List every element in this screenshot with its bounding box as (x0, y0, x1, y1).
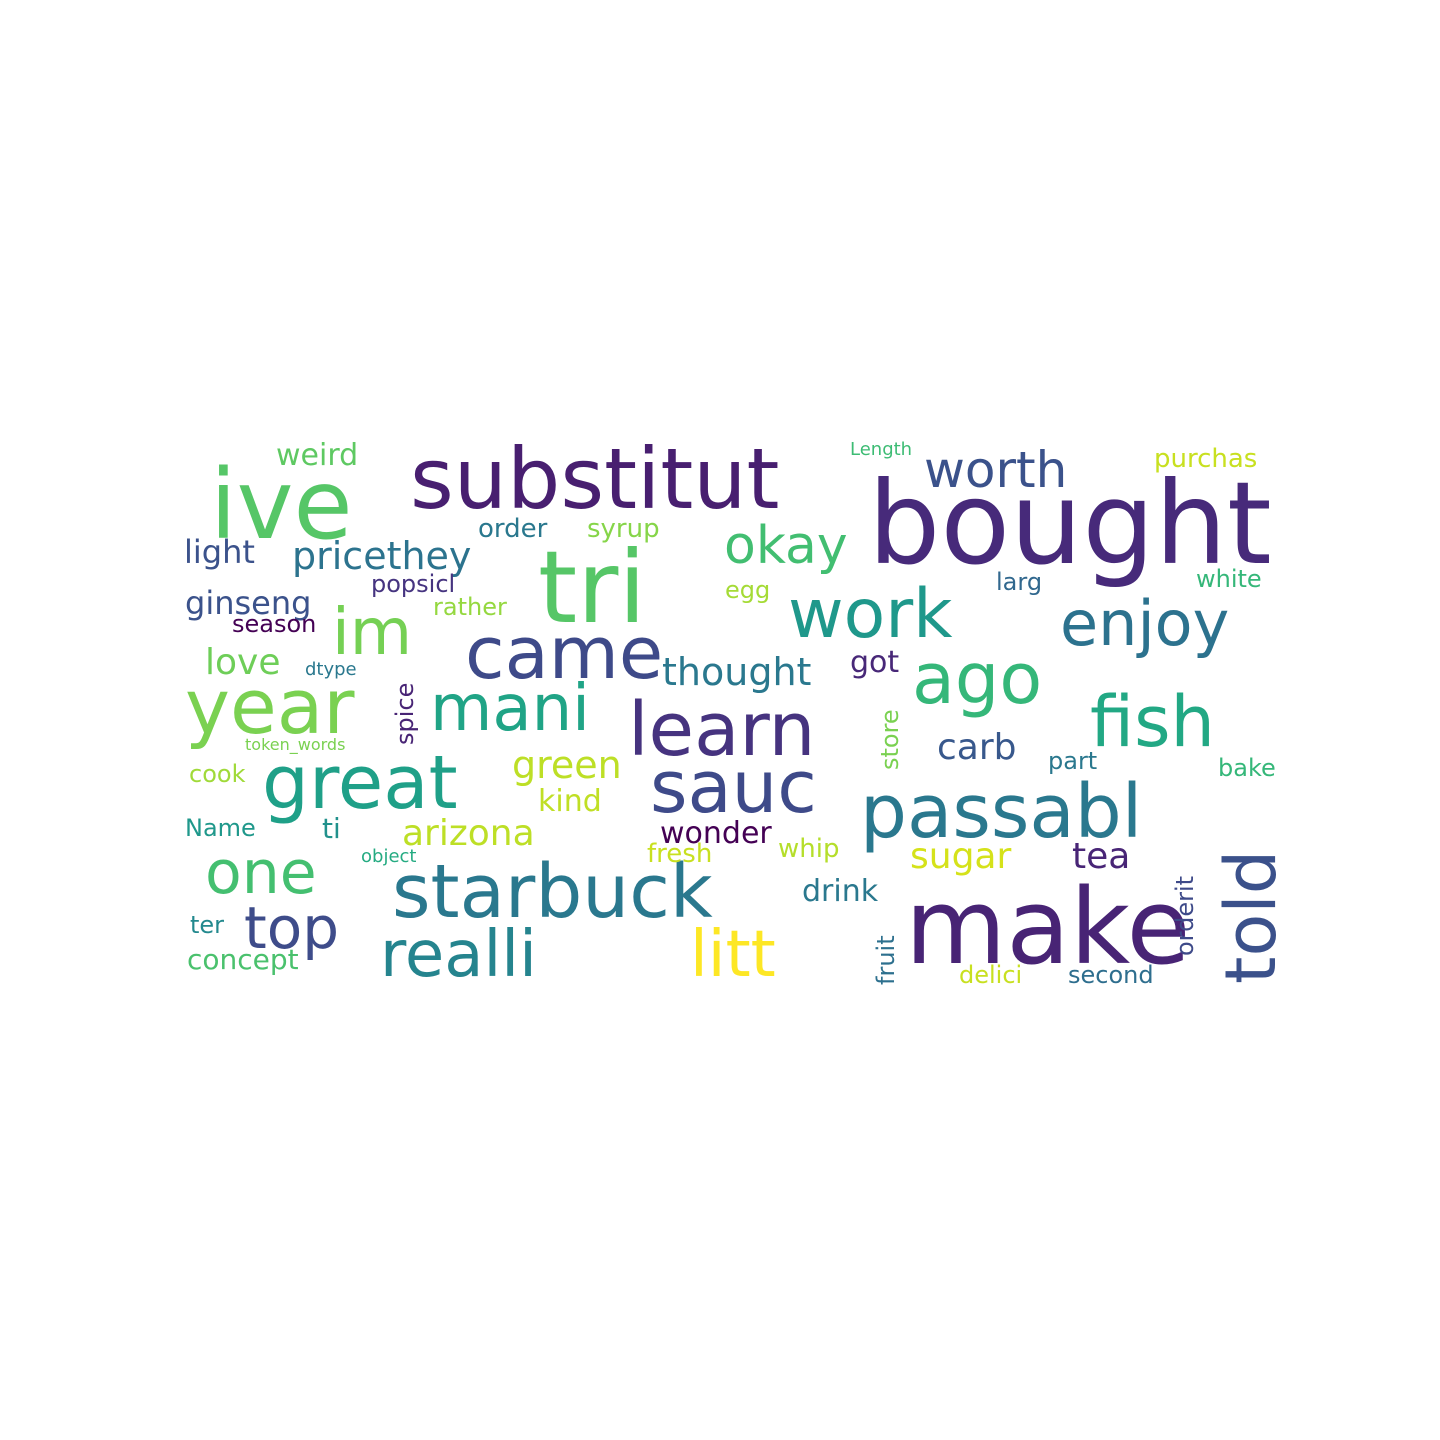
word-im: im (332, 596, 412, 670)
word-great: great (262, 740, 458, 826)
word-mani: mani (430, 672, 590, 746)
word-kind: kind (538, 784, 602, 819)
word-light: light (184, 533, 255, 571)
word-bake: bake (1218, 754, 1276, 782)
word-got: got (850, 645, 899, 680)
word-ginseng: ginseng (185, 584, 311, 622)
word-name: Name (185, 814, 256, 842)
word-fruit: fruit (872, 935, 900, 985)
word-fresh: fresh (647, 839, 712, 869)
word-delici: delici (959, 961, 1022, 989)
word-syrup: syrup (587, 514, 660, 544)
word-season: season (232, 610, 316, 638)
word-sugar: sugar (910, 836, 1011, 877)
word-order: order (478, 514, 548, 544)
word-whip: whip (778, 834, 839, 864)
word-wonder: wonder (660, 816, 772, 851)
word-year: year (185, 662, 355, 751)
word-purchas: purchas (1154, 444, 1257, 474)
word-ti: ti (322, 812, 341, 845)
word-popsicl: popsicl (371, 570, 455, 598)
word-larg: larg (996, 568, 1042, 596)
word-fish: fish (1090, 681, 1215, 763)
word-drink: drink (802, 874, 879, 909)
word-egg: egg (725, 576, 770, 604)
word-litt: litt (690, 918, 776, 992)
word-store: store (876, 709, 904, 770)
word-worth: worth (924, 441, 1067, 499)
word-ago: ago (912, 638, 1042, 720)
word-cloud-words: bought make tri ive substitut year passabl lear… (184, 430, 1292, 992)
word-love: love (205, 642, 280, 683)
word-spice: spice (391, 683, 419, 745)
word-tea: tea (1072, 836, 1130, 877)
word-length: Length (850, 439, 912, 460)
word-orderit: orderit (1171, 876, 1199, 956)
word-pricethey: pricethey (292, 534, 471, 578)
word-told: told (1210, 850, 1292, 984)
word-ive: ive (210, 449, 353, 561)
word-second: second (1068, 961, 1154, 989)
word-object: object (361, 846, 416, 867)
word-learn: learn (628, 687, 815, 773)
word-make: make (905, 866, 1191, 988)
word-substitut: substitut (410, 430, 779, 528)
word-part: part (1048, 747, 1097, 775)
word-tri: tri (538, 529, 646, 646)
word-bought: bought (868, 457, 1272, 590)
word-token-words: token_words (245, 735, 345, 755)
word-work: work (788, 575, 953, 654)
word-weird: weird (276, 438, 358, 473)
word-ter: ter (190, 911, 224, 939)
word-realli: realli (380, 918, 537, 992)
word-one: one (205, 838, 317, 908)
word-came: came (465, 611, 663, 695)
word-top: top (244, 894, 339, 962)
word-cook: cook (189, 760, 246, 788)
word-okay: okay (724, 516, 848, 576)
word-arizona: arizona (402, 813, 535, 854)
word-sauc: sauc (650, 745, 817, 829)
word-dtype: dtype (305, 659, 357, 680)
word-thought: thought (662, 650, 811, 694)
word-carb: carb (937, 727, 1017, 768)
word-enjoy: enjoy (1060, 587, 1229, 660)
word-green: green (512, 743, 622, 787)
word-passabl: passabl (860, 769, 1142, 855)
word-concept: concept (187, 943, 299, 976)
word-white: white (1196, 565, 1262, 593)
word-starbuck: starbuck (392, 849, 713, 935)
word-rather: rather (433, 593, 507, 621)
